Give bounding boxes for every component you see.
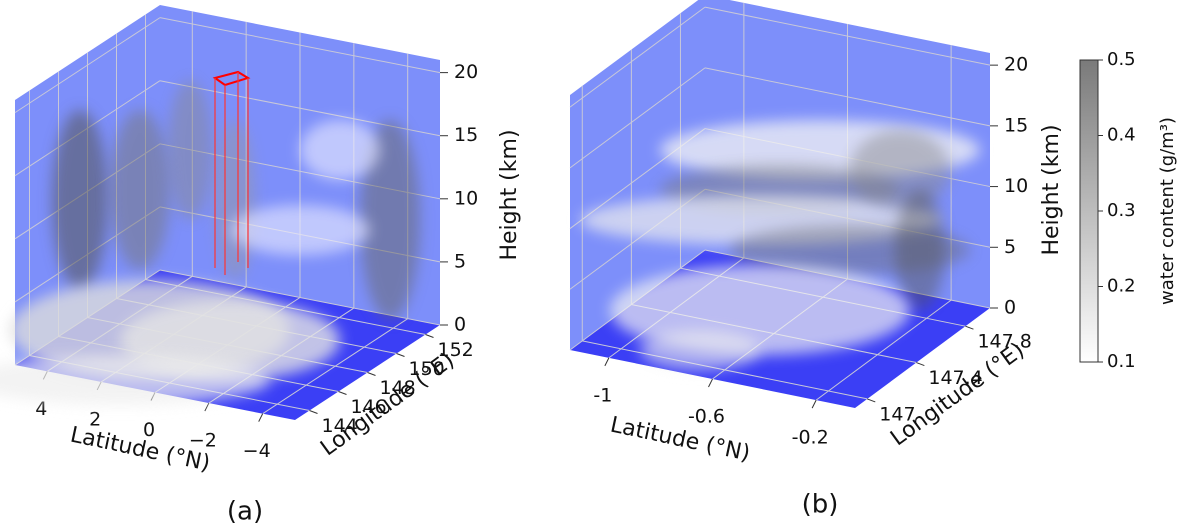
- cloud: [640, 330, 760, 370]
- tick-mark: [204, 402, 210, 412]
- cloud: [110, 110, 170, 270]
- z-tick-label: 15: [1004, 114, 1028, 136]
- colorbar-tick-label: 0.3: [1107, 200, 1136, 221]
- grid-line: [14, 17, 161, 114]
- panel-label: (a): [227, 497, 263, 527]
- colorbar-tick-label: 0.1: [1107, 351, 1136, 372]
- tick-mark: [396, 353, 405, 357]
- x-tick-label: 0: [143, 419, 155, 441]
- cloud: [215, 120, 255, 280]
- y-tick-label: 148: [380, 377, 416, 399]
- z-tick-label: 15: [454, 124, 478, 146]
- x-tick-label: 2: [89, 408, 101, 430]
- x-tick-label: −4: [243, 440, 271, 462]
- z-tick-label: 0: [1004, 297, 1016, 319]
- y-tick-label: 152: [438, 339, 474, 361]
- z-tick-label: 5: [1004, 236, 1016, 258]
- y-tick-label: 146: [351, 396, 387, 418]
- tick-mark: [338, 391, 347, 395]
- z-tick-label: 10: [1004, 175, 1028, 197]
- y-tick-label: 144: [322, 415, 358, 437]
- z-tick-label: 10: [454, 187, 478, 209]
- cloud: [850, 130, 950, 210]
- tick-mark: [811, 399, 817, 409]
- cloud: [895, 190, 945, 310]
- x-tick-label: −2: [189, 430, 217, 452]
- colorbar: 0.1 0.2 0.3 0.4 0.5 water content (g/m³): [1079, 49, 1178, 372]
- x-tick-label: -0.6: [688, 406, 725, 428]
- colorbar-tick-label: 0.2: [1107, 276, 1136, 297]
- grid-line: [704, 67, 991, 127]
- tick-mark: [708, 378, 713, 388]
- z-tick-label: 20: [454, 61, 478, 83]
- colorbar-scale: [1079, 59, 1099, 363]
- tick-mark: [604, 357, 610, 367]
- tick-mark: [965, 325, 974, 330]
- cloud: [168, 80, 212, 220]
- cloud: [52, 110, 108, 290]
- grid-line: [704, 6, 991, 66]
- panel-label: (b): [802, 490, 839, 520]
- z-tick-label: 0: [454, 314, 466, 336]
- left-pane: [570, 0, 705, 350]
- tick-mark: [425, 334, 434, 338]
- y-tick-label: 147: [879, 403, 915, 425]
- y-tick-label: 150: [409, 358, 445, 380]
- grid-line: [159, 17, 441, 74]
- z-tick-label: 5: [454, 250, 466, 272]
- colorbar-tick-label: 0.5: [1107, 49, 1136, 70]
- grid-line: [582, 340, 868, 400]
- z-axis-label: Height (km): [1039, 124, 1064, 255]
- grid-line: [569, 6, 706, 108]
- x-tick-label: 4: [35, 398, 47, 420]
- x-tick-label: -1: [593, 384, 612, 406]
- cloud: [0, 355, 270, 405]
- colorbar-tick-label: 0.4: [1107, 125, 1136, 146]
- z-axis-label: Height (km): [497, 129, 522, 260]
- panel: -1 -0.6 -0.2 147 147.4 147.8 0 5 10 15 20 Latitude …: [569, 0, 1064, 520]
- grid-line: [569, 67, 706, 169]
- tick-mark: [309, 410, 318, 414]
- tick-mark: [367, 372, 376, 376]
- cloud: [360, 120, 420, 320]
- cloud: [300, 120, 380, 180]
- grid-line: [815, 299, 952, 401]
- x-tick-label: -0.2: [792, 427, 829, 449]
- x-axis-label: Latitude (°N): [608, 413, 752, 467]
- y-tick-label: 147.4: [928, 367, 982, 389]
- y-tick-label: 147.8: [977, 331, 1031, 353]
- tick-mark: [867, 398, 876, 403]
- z-tick-label: 20: [1004, 54, 1028, 76]
- tick-mark: [916, 362, 925, 367]
- cloud: [230, 205, 370, 255]
- tick-mark: [258, 413, 264, 422]
- colorbar-label: water content (g/m³): [1157, 117, 1178, 305]
